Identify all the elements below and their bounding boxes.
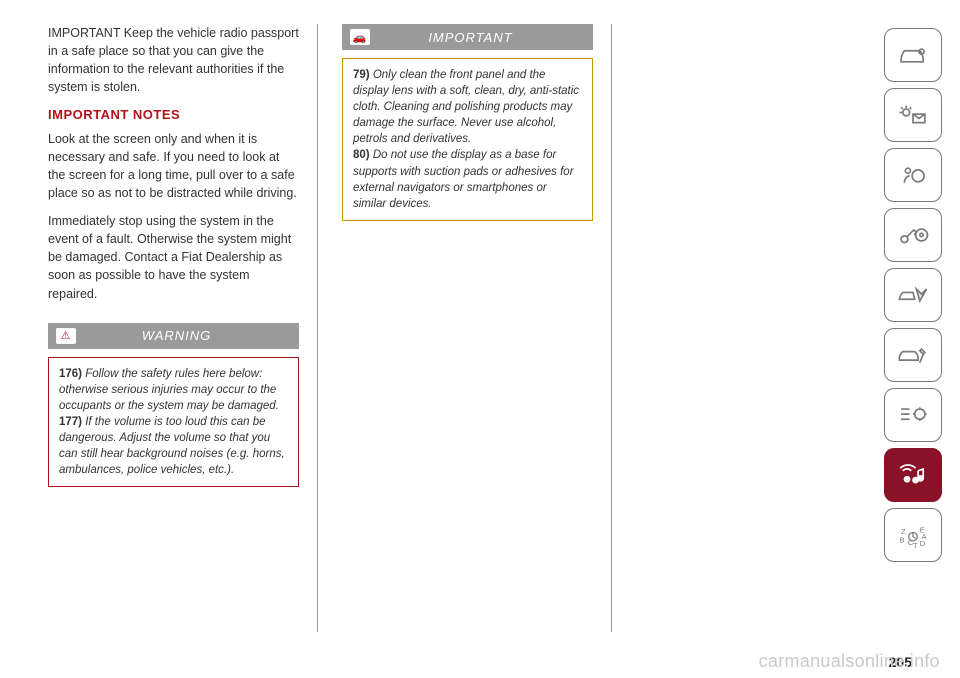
maintenance-icon[interactable] — [884, 328, 942, 382]
warning-item-text: If the volume is too loud this can be da… — [59, 416, 285, 476]
car-icon: 🚗 — [350, 29, 370, 45]
warning-item-number: 176) — [59, 368, 82, 380]
important-item-text: Do not use the display as a base for sup… — [353, 149, 574, 209]
warning-callout-header: ⚠ WARNING — [48, 323, 299, 349]
warning-label: WARNING — [86, 328, 291, 343]
important-item-number: 80) — [353, 149, 370, 161]
important-notes-heading: IMPORTANT NOTES — [48, 107, 299, 122]
important-callout-header: 🚗 IMPORTANT — [342, 24, 593, 50]
important-callout-body: 79) Only clean the front panel and the d… — [342, 58, 593, 221]
collision-icon[interactable] — [884, 268, 942, 322]
airbag-icon[interactable] — [884, 148, 942, 202]
page-body: IMPORTANT Keep the vehicle radio passpor… — [0, 0, 960, 640]
warning-item: 176) Follow the safety rules here below:… — [59, 366, 288, 414]
important-item-number: 79) — [353, 69, 370, 81]
important-item-text: Only clean the front panel and the displ… — [353, 69, 579, 145]
svg-text:Z: Z — [901, 527, 906, 536]
lights-messages-icon[interactable] — [884, 88, 942, 142]
important-item: 80) Do not use the display as a base for… — [353, 147, 582, 211]
settings-list-icon[interactable] — [884, 388, 942, 442]
paragraph: IMPORTANT Keep the vehicle radio passpor… — [48, 24, 299, 97]
warning-icon: ⚠ — [56, 328, 76, 344]
index-icon[interactable]: Z E B A C D T — [884, 508, 942, 562]
key-steering-icon[interactable] — [884, 208, 942, 262]
warning-item-text: Follow the safety rules here below: othe… — [59, 368, 279, 412]
vehicle-info-icon[interactable] — [884, 28, 942, 82]
paragraph: Immediately stop using the system in the… — [48, 212, 299, 303]
watermark: carmanualsonline.info — [759, 651, 940, 672]
warning-callout-body: 176) Follow the safety rules here below:… — [48, 357, 299, 488]
column-2: 🚗 IMPORTANT 79) Only clean the front pan… — [342, 24, 612, 632]
svg-text:T: T — [913, 541, 918, 550]
warning-item-number: 177) — [59, 416, 82, 428]
column-1: IMPORTANT Keep the vehicle radio passpor… — [48, 24, 318, 632]
section-nav-rail: Z E B A C D T — [884, 28, 942, 562]
paragraph: Look at the screen only and when it is n… — [48, 130, 299, 203]
column-3 — [636, 24, 906, 640]
multimedia-icon[interactable] — [884, 448, 942, 502]
important-label: IMPORTANT — [380, 30, 585, 45]
warning-item: 177) If the volume is too loud this can … — [59, 414, 288, 478]
svg-text:D: D — [920, 539, 926, 548]
important-item: 79) Only clean the front panel and the d… — [353, 67, 582, 147]
svg-text:B: B — [899, 536, 904, 545]
